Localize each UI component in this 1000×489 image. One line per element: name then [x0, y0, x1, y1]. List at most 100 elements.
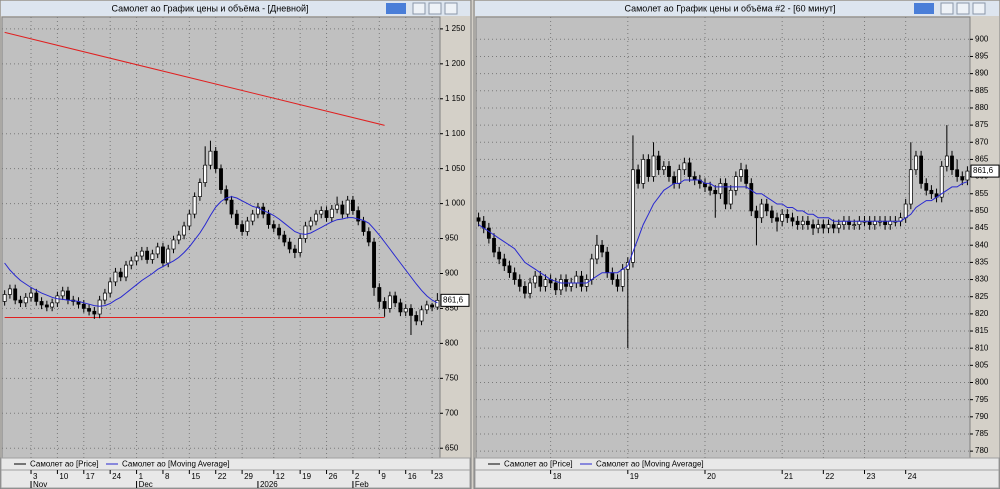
candle-body [335, 204, 340, 210]
last-price-label: 861,6 [973, 166, 994, 175]
y-tick-label: 700 [445, 408, 459, 417]
candle-body [687, 162, 692, 177]
candle-body [764, 203, 769, 212]
x-tick-label: 19 [302, 472, 311, 481]
x-tick-label: 24 [908, 472, 917, 481]
candle-body [87, 308, 92, 312]
candle-body [826, 224, 831, 229]
candle-body [589, 258, 594, 280]
candle-body [476, 217, 481, 222]
candle-body [287, 241, 292, 250]
candle-body [118, 271, 123, 278]
month-label: 2026 [260, 480, 278, 489]
pin-button[interactable] [386, 3, 406, 14]
y-tick-label: 1 200 [445, 59, 466, 68]
candle-body [435, 299, 440, 308]
candle-body [282, 234, 287, 243]
y-tick-label: 820 [975, 309, 989, 318]
moving-average-line [478, 179, 968, 284]
title-bar [1, 1, 470, 16]
candle-body [171, 239, 176, 250]
candle-body [145, 250, 150, 260]
last-price-box [970, 164, 1000, 178]
candle-body [102, 292, 107, 301]
candle-body [213, 150, 218, 170]
candle-body [298, 238, 303, 253]
y-tick-label: 780 [975, 446, 989, 455]
candle-body [749, 183, 754, 212]
y-tick-label: 805 [975, 360, 989, 369]
candle-body [329, 208, 334, 218]
candle-body [857, 220, 862, 225]
candle-body [553, 282, 558, 291]
candle-body [867, 220, 872, 225]
x-tick-label: 12 [276, 472, 285, 481]
y-tick-label: 1 250 [445, 24, 466, 33]
candle-body [308, 220, 313, 227]
y-tick-label: 870 [975, 137, 989, 146]
minimize-button[interactable] [940, 2, 954, 15]
candle-body [903, 203, 908, 219]
candle-body [785, 213, 790, 219]
candle-body [852, 224, 857, 226]
candle-body [44, 304, 49, 308]
x-tick-label: 19 [630, 472, 639, 481]
candle-body [229, 199, 234, 215]
candle-body [677, 169, 682, 184]
candle-body [292, 248, 297, 253]
candle-body [806, 220, 810, 225]
candle-body [319, 210, 324, 215]
x-tick-label: 9 [381, 472, 386, 481]
y-tick-label: 850 [445, 304, 459, 313]
candle-body [176, 234, 181, 241]
x-tick-label: 24 [112, 472, 121, 481]
candle-body [631, 169, 635, 263]
x-tick-label: 10 [59, 472, 68, 481]
candle-body [124, 264, 128, 278]
candle-body [13, 288, 18, 301]
y-tick-label: 800 [975, 378, 989, 387]
minimize-button[interactable] [412, 2, 426, 15]
title-bar [475, 1, 999, 16]
x-tick-label: 29 [244, 472, 253, 481]
candle-body [929, 189, 934, 195]
candle-body [66, 290, 70, 301]
candle-body [661, 165, 666, 171]
candle-body [919, 155, 924, 184]
candle-body [600, 244, 604, 253]
month-label: Feb [355, 480, 369, 489]
candle-body [533, 275, 538, 284]
y-tick-label: 1 050 [445, 164, 466, 173]
close-button[interactable] [444, 2, 458, 15]
candle-body [398, 302, 403, 313]
plot-area [475, 16, 971, 459]
candle-body [271, 224, 276, 229]
candle-body [944, 155, 949, 167]
candle-body [728, 189, 733, 205]
y-tick-label: 855 [975, 189, 989, 198]
candle-body [883, 220, 887, 225]
last-price-box [440, 293, 470, 307]
candle-body [155, 246, 160, 255]
y-tick-label: 650 [445, 443, 459, 452]
maximize-button[interactable] [428, 2, 442, 15]
y-tick-label: 845 [975, 223, 989, 232]
candle-body [409, 308, 413, 316]
pin-button[interactable] [914, 3, 934, 14]
candle-body [224, 189, 229, 201]
candle-body [703, 183, 707, 188]
candle-body [129, 260, 134, 266]
candle-body [208, 150, 213, 166]
candle-body [486, 227, 491, 239]
x-tick-label: 18 [553, 472, 562, 481]
y-tick-label: 880 [975, 103, 989, 112]
candle-body [34, 292, 39, 302]
legend-label: Самолет ао [Price] [30, 460, 99, 469]
x-tick-label: 17 [86, 472, 95, 481]
close-button[interactable] [972, 2, 986, 15]
maximize-button[interactable] [956, 2, 970, 15]
candle-body [134, 255, 139, 262]
y-tick-label: 875 [975, 120, 989, 129]
candle-body [965, 170, 970, 181]
